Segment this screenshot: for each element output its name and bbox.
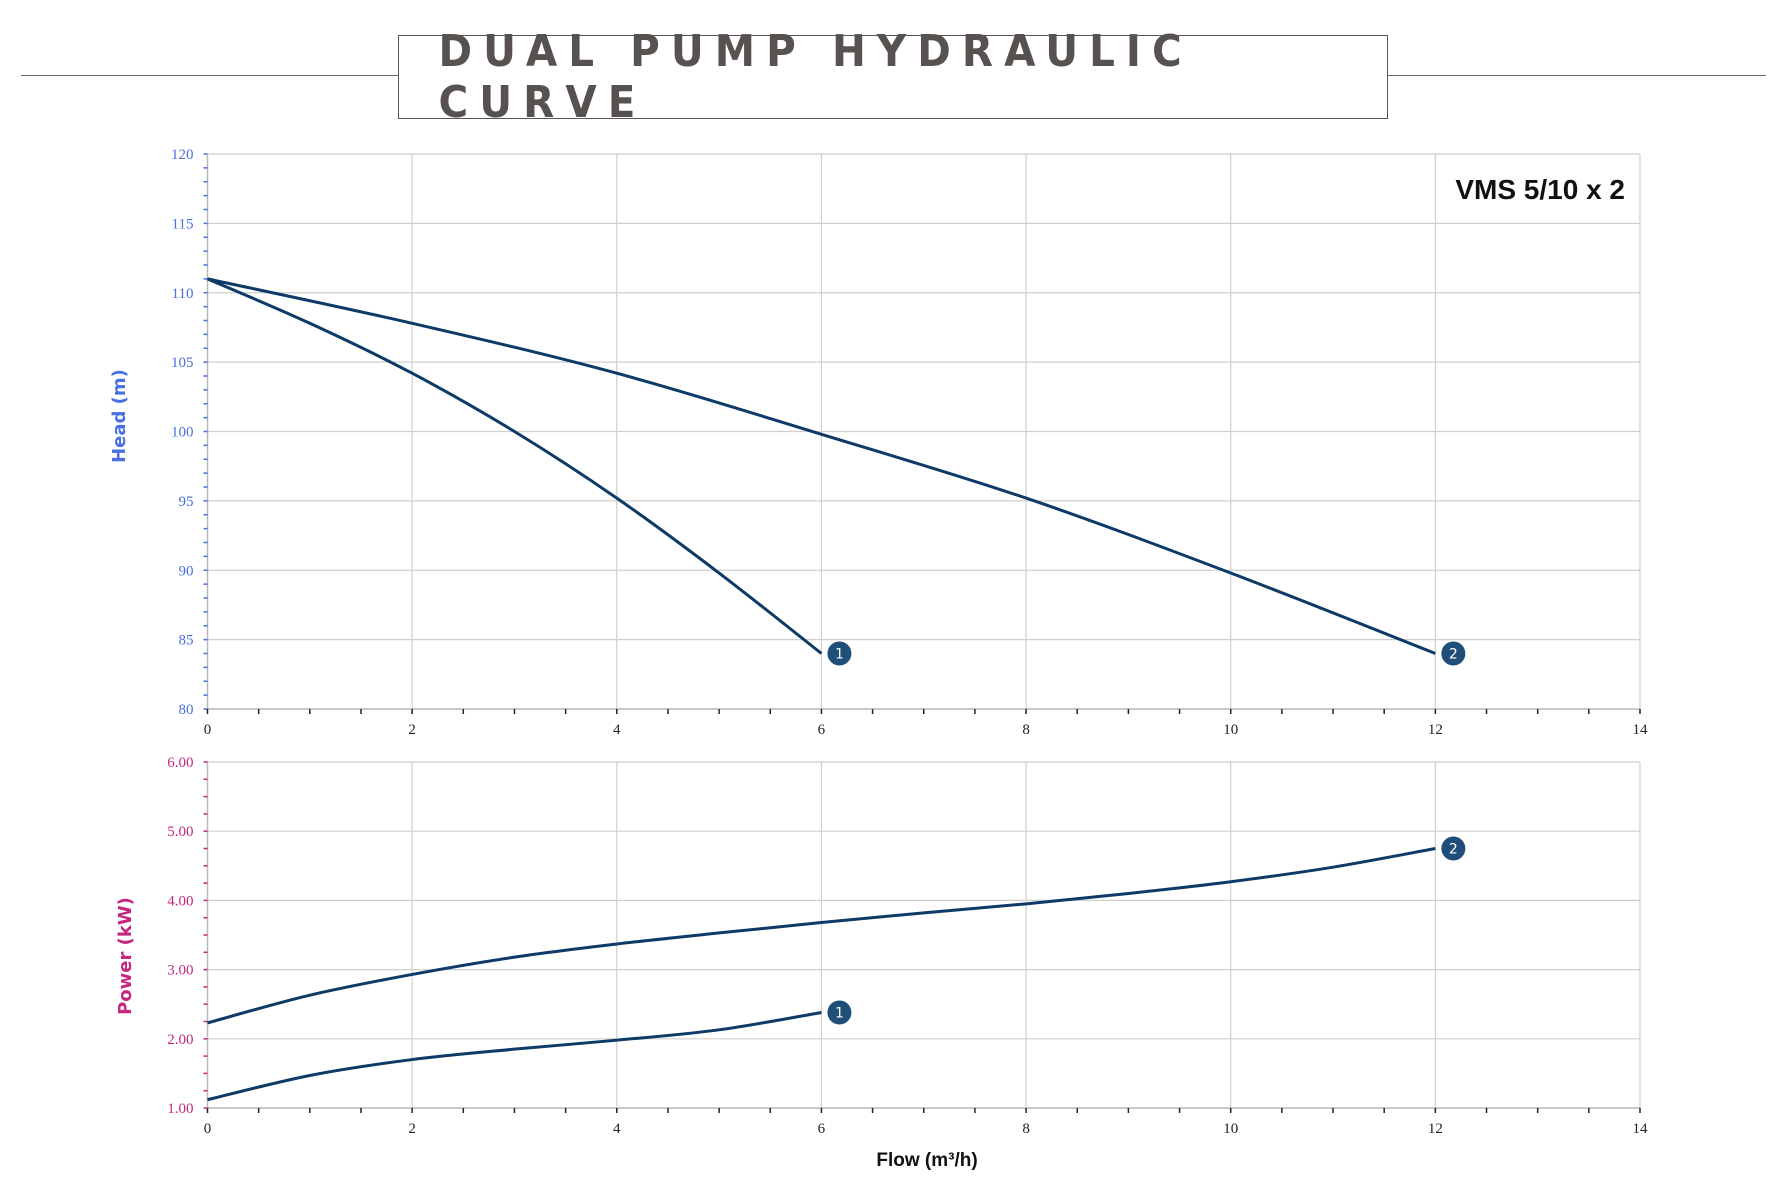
- power-x-tick-label: 6: [818, 1121, 826, 1137]
- head-y-axis-label: Head (m): [109, 369, 130, 463]
- power-marker-label-2: 2: [1449, 842, 1458, 858]
- power-curve-1: [207, 1011, 822, 1102]
- head-x-tick-label: 6: [818, 722, 826, 738]
- power-y-tick-label: 2.00: [167, 1032, 193, 1048]
- power-y-tick-label: 5.00: [167, 824, 193, 840]
- power-x-tick-label: 14: [1633, 1121, 1649, 1137]
- head-y-tick-label: 85: [179, 633, 194, 649]
- head-x-tick-label: 14: [1633, 722, 1649, 738]
- power-y-tick-label: 1.00: [167, 1101, 193, 1117]
- head-x-tick-label: 4: [613, 722, 621, 738]
- power-curve-2: [207, 847, 1436, 1025]
- head-y-tick-label: 105: [171, 355, 194, 371]
- head-marker-1: [827, 641, 852, 666]
- head-y-tick-label: 90: [179, 563, 194, 579]
- head-curve-2: [207, 277, 1436, 655]
- head-x-tick-label: 10: [1223, 722, 1238, 738]
- head-y-tick-label: 95: [179, 494, 194, 510]
- title-box: DUAL PUMP HYDRAULIC CURVE: [398, 26, 1388, 128]
- head-y-tick-label: 115: [172, 216, 194, 232]
- head-curve-1: [206, 277, 823, 655]
- power-marker-2: [1441, 836, 1466, 861]
- power-x-tick-label: 2: [408, 1121, 416, 1137]
- power-x-tick-label: 12: [1428, 1121, 1443, 1137]
- power-marker-1: [827, 1000, 852, 1025]
- head-x-tick-label: 8: [1022, 722, 1030, 738]
- power-y-tick-label: 3.00: [167, 963, 193, 979]
- x-axis-label: Flow (m³/h): [876, 1150, 977, 1171]
- power-x-tick-label: 10: [1223, 1121, 1238, 1137]
- power-x-tick-label: 0: [204, 1121, 212, 1137]
- model-label: VMS 5/10 x 2: [1455, 174, 1625, 205]
- page-title: DUAL PUMP HYDRAULIC CURVE: [438, 26, 1193, 128]
- head-y-tick-label: 120: [171, 147, 194, 163]
- head-x-tick-label: 2: [408, 722, 416, 738]
- head-x-tick-label: 12: [1428, 722, 1443, 738]
- head-y-tick-label: 110: [172, 286, 194, 302]
- head-x-tick-label: 0: [204, 722, 212, 738]
- head-marker-2: [1441, 641, 1466, 666]
- title-rule-left: [21, 75, 398, 76]
- head-y-tick-label: 100: [171, 425, 194, 441]
- head-marker-label-1: 1: [835, 647, 844, 663]
- head-y-tick-label: 80: [179, 702, 194, 718]
- power-x-tick-label: 8: [1022, 1121, 1030, 1137]
- power-y-tick-label: 4.00: [167, 893, 193, 909]
- title-rule-right: [1388, 75, 1766, 76]
- head-marker-label-2: 2: [1449, 647, 1458, 663]
- power-x-tick-label: 4: [613, 1121, 621, 1137]
- power-y-axis-label: Power (kW): [115, 897, 136, 1015]
- power-y-tick-label: 6.00: [167, 755, 193, 771]
- power-marker-label-1: 1: [835, 1006, 844, 1022]
